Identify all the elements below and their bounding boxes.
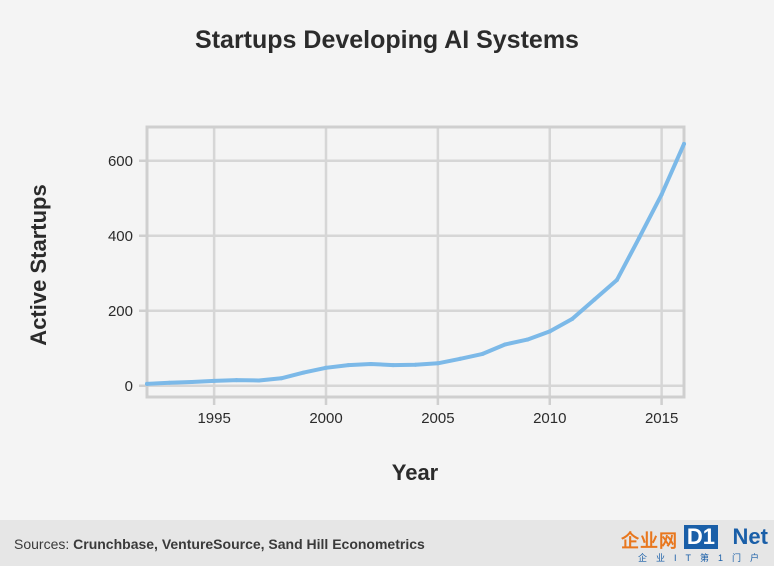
x-tick-label: 2010 — [533, 410, 566, 427]
data-point — [167, 380, 172, 385]
data-point — [301, 370, 306, 375]
data-point — [391, 363, 396, 368]
data-point — [458, 356, 463, 361]
x-tick-label: 2000 — [309, 410, 342, 427]
data-points — [145, 141, 686, 386]
data-point — [592, 297, 597, 302]
source-note: Sources: Crunchbase, VentureSource, Sand… — [14, 536, 425, 552]
series-line — [145, 141, 686, 386]
data-point — [682, 141, 686, 146]
data-point — [614, 278, 619, 282]
data-point — [279, 376, 284, 381]
y-tick-label: 400 — [108, 228, 133, 245]
data-point — [234, 378, 239, 383]
data-point — [480, 351, 485, 356]
source-names: Crunchbase, VentureSource, Sand Hill Eco… — [73, 536, 425, 552]
tick-labels: 1995 2000 2005 2010 2015 0 200 400 600 — [108, 153, 678, 427]
footer: Sources: Crunchbase, VentureSource, Sand… — [0, 520, 774, 566]
data-point — [346, 363, 351, 368]
x-tick-label: 2015 — [645, 410, 678, 427]
data-point — [503, 342, 507, 347]
data-point — [256, 378, 261, 383]
x-tick-label: 1995 — [197, 410, 230, 427]
data-point — [659, 192, 664, 197]
y-tick-label: 200 — [108, 303, 133, 320]
watermark-cn: 企业网 — [621, 531, 678, 551]
data-point — [525, 337, 530, 342]
line-chart: 1995 2000 2005 2010 2015 0 200 400 600 Year Acti… — [26, 125, 686, 485]
data-point — [435, 361, 440, 366]
y-tick-label: 0 — [125, 378, 133, 395]
data-point — [547, 329, 552, 334]
data-point — [212, 378, 217, 383]
watermark-logo: 企业网 D1 Net 企业IT第1门户 — [600, 524, 770, 564]
chart-title: Startups Developing AI Systems — [195, 26, 579, 54]
data-point — [189, 380, 194, 384]
grid — [147, 127, 684, 397]
watermark-d1: D1 — [683, 525, 718, 549]
data-point — [368, 362, 373, 366]
data-point — [570, 317, 575, 321]
x-axis-label: Year — [392, 460, 439, 485]
y-tick-label: 600 — [108, 153, 133, 170]
x-tick-label: 2005 — [421, 410, 454, 427]
watermark-sub: 企业IT第1门户 — [637, 553, 768, 563]
data-point — [637, 235, 642, 240]
data-point — [413, 362, 418, 367]
y-axis-label: Active Startups — [26, 184, 51, 345]
data-point — [324, 365, 328, 370]
watermark-net: Net — [732, 524, 768, 549]
data-point — [145, 381, 149, 386]
source-prefix: Sources: — [14, 536, 74, 552]
plot-frame — [145, 125, 686, 399]
